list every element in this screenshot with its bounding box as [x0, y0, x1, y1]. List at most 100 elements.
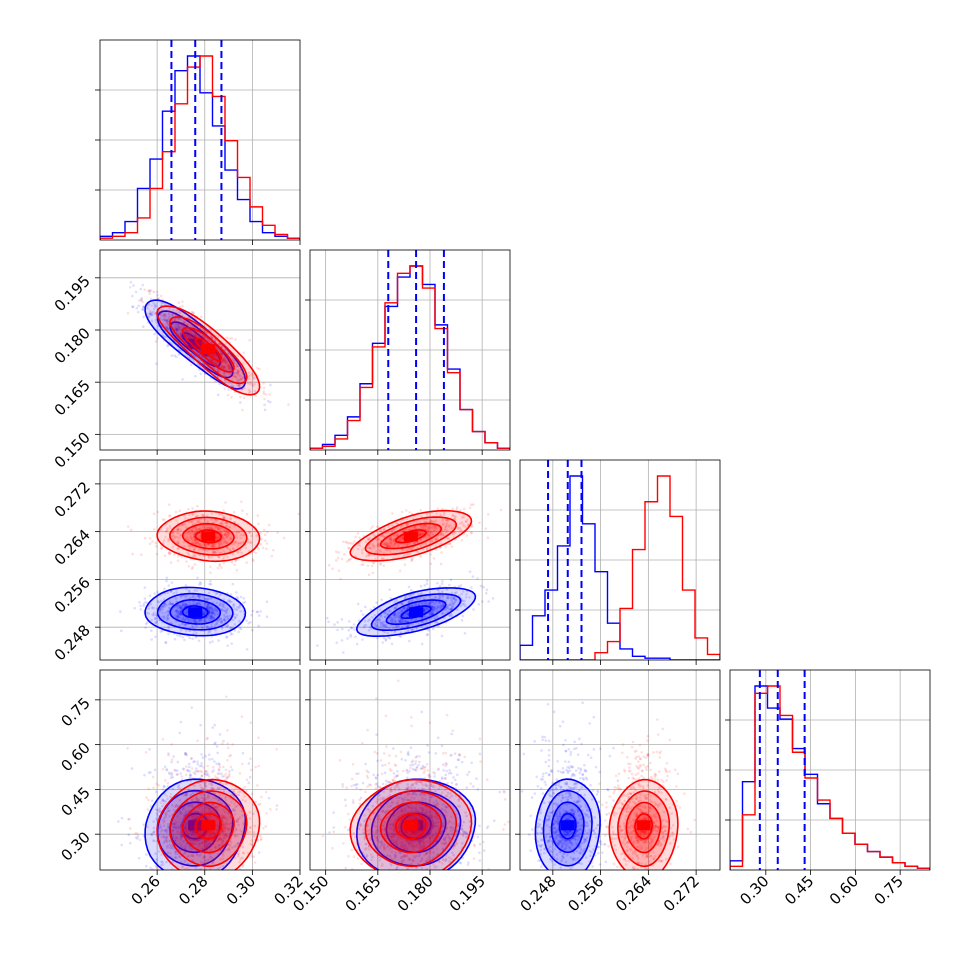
scatter-point	[222, 365, 226, 369]
scatter-point	[165, 835, 168, 839]
scatter-point	[436, 536, 439, 539]
scatter-point	[213, 760, 216, 763]
scatter-point	[165, 618, 169, 622]
scatter-point	[402, 606, 406, 610]
scatter-point	[183, 321, 186, 324]
scatter-point	[223, 826, 226, 830]
scatter-point	[187, 833, 190, 836]
scatter-point	[378, 618, 381, 621]
scatter-point	[209, 887, 212, 890]
scatter-point	[209, 582, 213, 586]
scatter-point	[208, 815, 211, 818]
scatter-point	[210, 544, 213, 548]
scatter-point	[227, 367, 231, 370]
scatter-point	[211, 551, 215, 555]
scatter-point	[441, 519, 445, 523]
scatter-point	[389, 540, 393, 544]
scatter-point	[206, 625, 209, 629]
scatter-point	[450, 598, 453, 602]
scatter-point	[424, 607, 428, 611]
scatter-point	[221, 364, 224, 368]
scatter-point	[187, 316, 191, 319]
scatter-point	[176, 829, 180, 833]
scatter-point	[203, 783, 207, 787]
scatter-point	[402, 606, 405, 610]
scatter-point	[433, 526, 437, 529]
scatter-point	[186, 804, 190, 807]
scatter-point	[215, 762, 218, 766]
scatter-point	[227, 388, 230, 391]
scatter-point	[386, 612, 390, 616]
scatter-point	[178, 606, 182, 610]
scatter-point	[225, 535, 228, 539]
scatter-point	[223, 606, 226, 609]
scatter-point	[450, 612, 453, 616]
scatter-point	[253, 389, 257, 393]
scatter-point	[242, 601, 245, 605]
scatter-point	[159, 825, 163, 829]
scatter-point	[427, 528, 430, 531]
scatter-point	[393, 607, 396, 610]
scatter-point	[357, 619, 361, 622]
y-tick-label: 0.256	[51, 574, 94, 617]
scatter-point	[220, 360, 224, 363]
scatter-point	[195, 541, 199, 545]
scatter-point	[237, 606, 241, 610]
scatter-point	[168, 851, 172, 855]
scatter-point	[219, 620, 223, 623]
scatter-point	[441, 529, 444, 533]
scatter-point	[187, 544, 191, 548]
scatter-point	[186, 334, 189, 337]
scatter-point	[209, 614, 212, 618]
scatter-point	[166, 828, 170, 832]
scatter-point	[153, 617, 157, 620]
scatter-point	[184, 793, 188, 796]
scatter-point	[389, 537, 392, 541]
scatter-point	[180, 843, 183, 846]
scatter-point	[177, 325, 181, 328]
scatter-point	[189, 331, 192, 334]
scatter-point	[148, 289, 152, 292]
scatter-point	[426, 603, 430, 606]
scatter-point	[369, 527, 373, 530]
scatter-point	[203, 612, 206, 616]
scatter-point	[396, 545, 400, 548]
scatter-point	[420, 592, 424, 595]
scatter-point	[221, 829, 224, 833]
scatter-point	[275, 804, 279, 807]
scatter-point	[423, 527, 426, 530]
scatter-point	[462, 590, 465, 593]
scatter-point	[388, 545, 392, 548]
scatter-point	[192, 618, 196, 622]
scatter-point	[229, 368, 232, 371]
scatter-point	[420, 532, 424, 535]
scatter-point	[377, 537, 380, 541]
scatter-point	[182, 852, 185, 856]
scatter-point	[213, 527, 217, 530]
scatter-point	[363, 605, 367, 609]
scatter-point	[196, 594, 200, 598]
scatter-point	[282, 536, 286, 540]
scatter-point	[225, 524, 228, 528]
scatter-point	[379, 615, 383, 618]
scatter-point	[156, 809, 160, 812]
scatter-point	[340, 618, 344, 621]
scatter-point	[198, 527, 201, 531]
scatter-point	[148, 312, 152, 315]
scatter-point	[407, 528, 411, 532]
scatter-point	[417, 597, 420, 601]
scatter-point	[179, 605, 182, 609]
scatter-point	[195, 620, 199, 624]
scatter-point	[214, 741, 217, 744]
scatter-point	[249, 374, 252, 377]
scatter-point	[167, 328, 170, 331]
scatter-point	[190, 825, 194, 829]
scatter-point	[178, 613, 182, 617]
scatter-point	[167, 584, 171, 587]
scatter-point	[184, 773, 188, 777]
scatter-point	[215, 361, 219, 365]
scatter-point	[178, 613, 181, 616]
scatter-point	[222, 833, 226, 837]
scatter-point	[239, 375, 243, 379]
scatter-point	[207, 556, 211, 559]
